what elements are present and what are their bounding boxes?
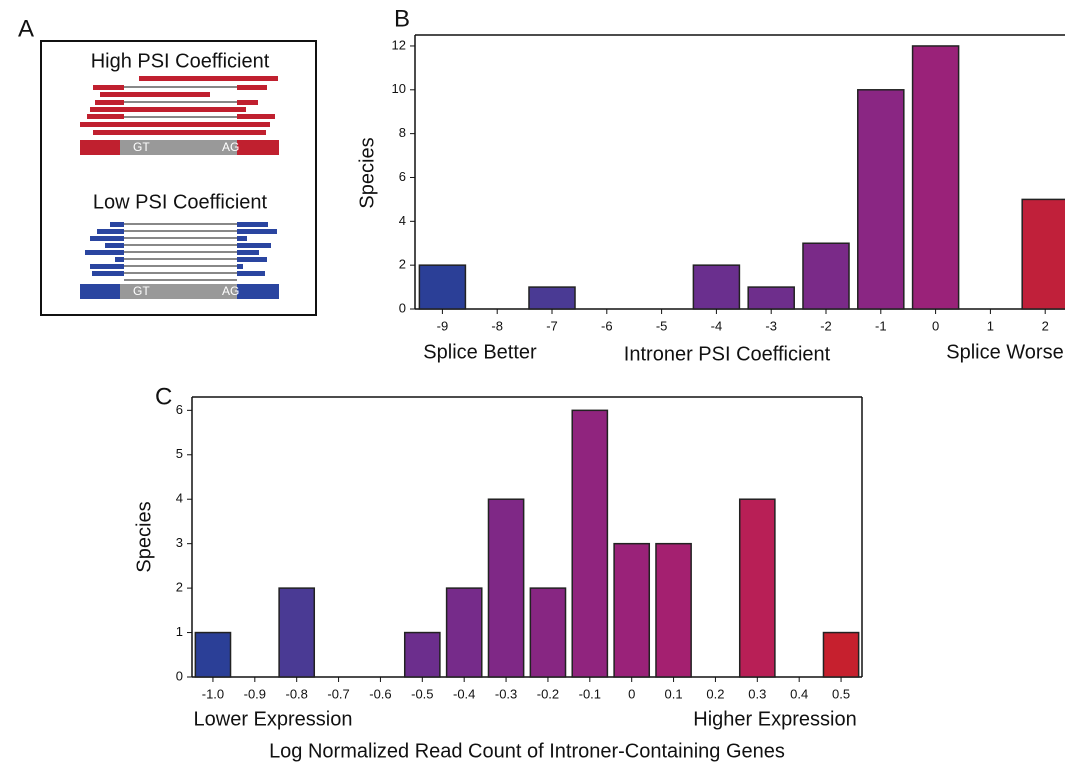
- x-tick-label: -6: [601, 318, 613, 333]
- bar: [529, 287, 575, 309]
- x-axis-label: Log Normalized Read Count of Introner-Co…: [269, 740, 785, 762]
- x-tick-label: -0.8: [285, 686, 307, 701]
- x-tick-label: -9: [437, 318, 449, 333]
- x-tick-label: 1: [987, 318, 994, 333]
- panel-box: [41, 41, 316, 315]
- x-tick-label: 0.3: [748, 686, 766, 701]
- x-tick-label: -1: [875, 318, 887, 333]
- x-tick-label: -0.4: [453, 686, 475, 701]
- y-axis-label: Species: [133, 501, 155, 572]
- bar: [1022, 199, 1065, 309]
- bar: [858, 90, 904, 309]
- axis-note: Lower Expression: [194, 708, 353, 730]
- y-tick-label: 6: [176, 402, 183, 417]
- y-tick-label: 4: [176, 491, 183, 506]
- ag-label: AG: [222, 284, 239, 298]
- x-tick-label: -3: [765, 318, 777, 333]
- y-tick-label: 4: [399, 213, 406, 228]
- bar: [572, 410, 607, 677]
- panel-label: B: [394, 5, 410, 32]
- bar: [447, 588, 482, 677]
- x-tick-label: -5: [656, 318, 668, 333]
- x-tick-label: 2: [1042, 318, 1049, 333]
- x-tick-label: -8: [491, 318, 503, 333]
- blue-junctions: [124, 224, 237, 280]
- y-tick-label: 8: [399, 125, 406, 140]
- y-axis-label: Species: [356, 137, 378, 208]
- x-tick-label: -0.9: [244, 686, 266, 701]
- panel-label: C: [155, 383, 172, 410]
- x-tick-label: 0.2: [706, 686, 724, 701]
- x-tick-label: 0: [628, 686, 635, 701]
- bar: [748, 287, 794, 309]
- bar: [740, 499, 775, 677]
- x-tick-label: -0.5: [411, 686, 433, 701]
- axis-note: Higher Expression: [693, 708, 856, 730]
- bar: [195, 633, 230, 677]
- panel-label: A: [18, 15, 34, 42]
- x-tick-label: 0.1: [665, 686, 683, 701]
- y-tick-label: 2: [176, 580, 183, 595]
- x-tick-label: -0.2: [537, 686, 559, 701]
- x-axis-label: Introner PSI Coefficient: [624, 343, 831, 365]
- y-tick-label: 0: [176, 668, 183, 683]
- axis-note: Splice Better: [423, 341, 537, 363]
- y-tick-label: 12: [392, 37, 406, 52]
- x-tick-label: -0.3: [495, 686, 517, 701]
- y-tick-label: 5: [176, 446, 183, 461]
- x-tick-label: -0.6: [369, 686, 391, 701]
- y-tick-label: 0: [399, 300, 406, 315]
- axis-note: Splice Worse: [946, 341, 1063, 363]
- x-tick-label: -0.7: [327, 686, 349, 701]
- y-tick-label: 2: [399, 257, 406, 272]
- panel-title: High PSI Coefficient: [91, 50, 270, 72]
- x-tick-label: -2: [820, 318, 832, 333]
- x-tick-label: 0.4: [790, 686, 808, 701]
- x-tick-label: 0: [932, 318, 939, 333]
- bar: [693, 265, 739, 309]
- x-tick-label: -7: [546, 318, 558, 333]
- gt-label: GT: [133, 140, 150, 154]
- red-junctions: [124, 87, 237, 117]
- bar: [405, 633, 440, 677]
- bar: [656, 544, 691, 677]
- bar: [279, 588, 314, 677]
- bar: [419, 265, 465, 309]
- y-tick-label: 10: [392, 81, 406, 96]
- gt-label: GT: [133, 284, 150, 298]
- bar: [488, 499, 523, 677]
- ag-label: AG: [222, 140, 239, 154]
- panel-title: Low PSI Coefficient: [93, 191, 268, 213]
- y-tick-label: 1: [176, 624, 183, 639]
- bar: [823, 633, 858, 677]
- bar: [614, 544, 649, 677]
- x-tick-label: -1.0: [202, 686, 224, 701]
- y-tick-label: 3: [176, 535, 183, 550]
- figure: A High PSI Coefficient GT AG Low PSI Coe…: [0, 0, 1065, 770]
- x-tick-label: 0.5: [832, 686, 850, 701]
- bar: [530, 588, 565, 677]
- x-tick-label: -4: [711, 318, 723, 333]
- panel-a: A High PSI Coefficient GT AG Low PSI Coe…: [18, 15, 316, 315]
- y-tick-label: 6: [399, 169, 406, 184]
- x-tick-label: -0.1: [579, 686, 601, 701]
- bar: [913, 46, 959, 309]
- bar: [803, 243, 849, 309]
